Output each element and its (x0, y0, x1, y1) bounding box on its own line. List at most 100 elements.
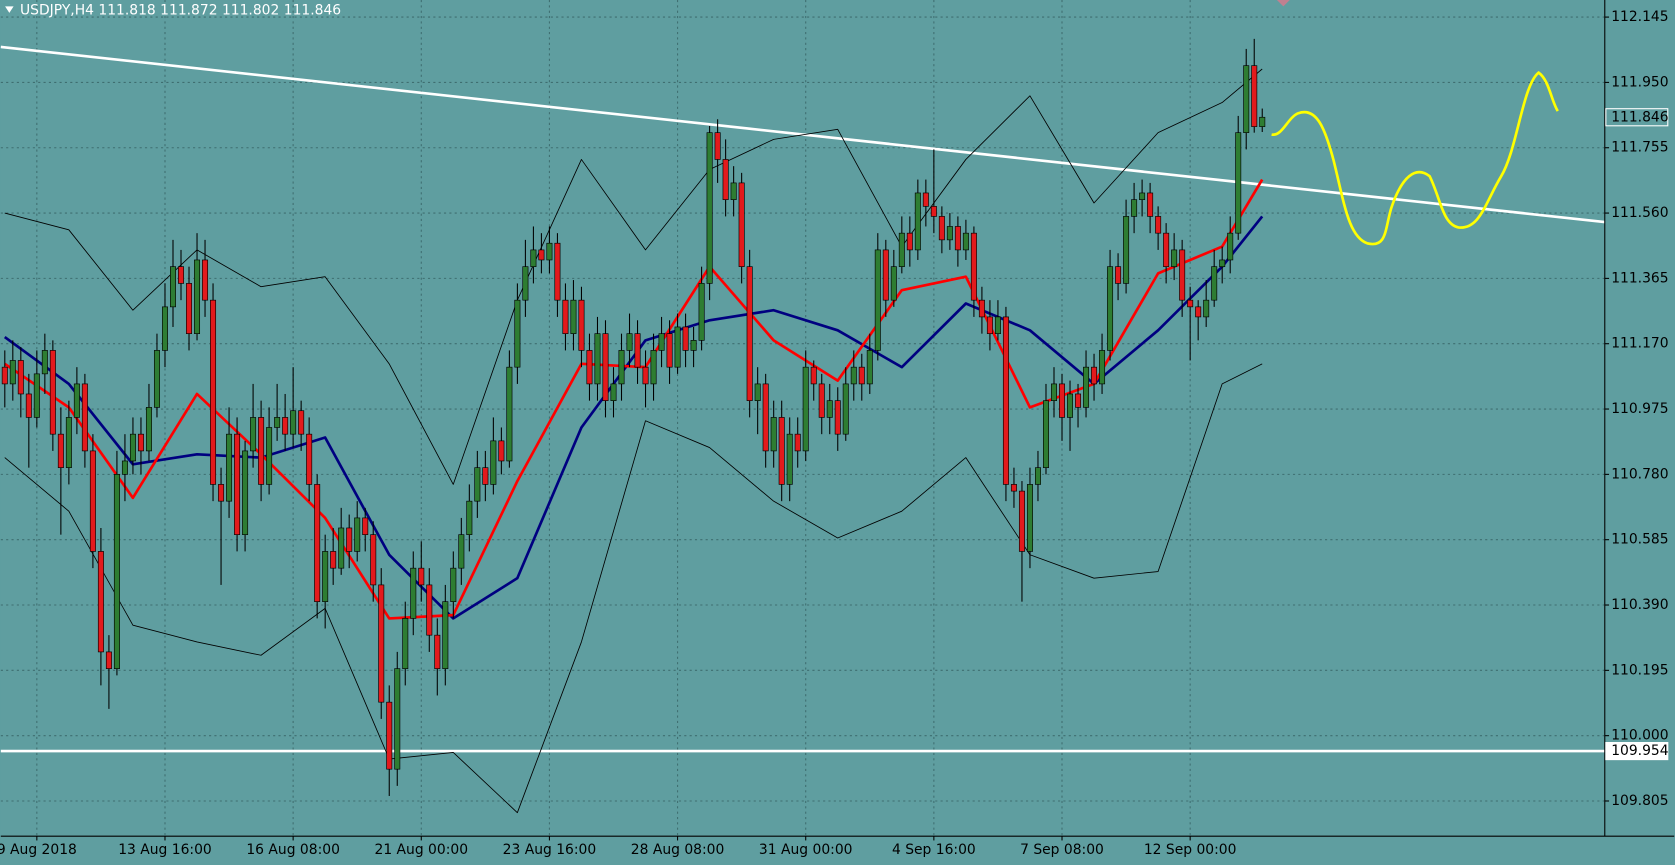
grid (0, 0, 1610, 841)
indicator-line (3, 215, 1264, 620)
candle-body (858, 366, 865, 385)
candle-body (89, 450, 96, 552)
candle-body (690, 340, 697, 351)
candle-body (810, 366, 817, 385)
candle-body (426, 584, 433, 636)
candle-body (1, 366, 8, 385)
candle-body (682, 326, 689, 351)
candle-body (834, 400, 841, 435)
y-tick-label: 110.585 (1611, 532, 1668, 548)
candle-body (1195, 306, 1202, 318)
candle-body (474, 467, 481, 502)
candle-body (466, 500, 473, 535)
x-tick-label: 4 Sep 16:00 (892, 842, 976, 858)
candle-body (170, 266, 176, 308)
candle-body (266, 427, 273, 485)
candle-body (626, 333, 633, 351)
candle-body (1171, 249, 1178, 267)
y-tick-label: 111.755 (1611, 140, 1668, 156)
candle-body (1099, 350, 1106, 385)
candle-body (722, 159, 729, 200)
candle-body (346, 527, 353, 552)
candle-body (1211, 266, 1218, 301)
x-tick-label: 21 Aug 00:00 (374, 842, 468, 858)
candle-body (498, 440, 505, 462)
candle-body (202, 259, 209, 301)
candle-body (57, 433, 64, 468)
candle-body (962, 232, 969, 251)
candle-body (650, 350, 657, 385)
candle-body (786, 433, 793, 485)
y-tick-label: 111.365 (1611, 270, 1668, 286)
candle-body (218, 484, 225, 502)
candle-body (65, 417, 72, 468)
candle-body (338, 527, 345, 569)
y-tick-label: 110.000 (1611, 728, 1668, 744)
candle-body (362, 517, 369, 535)
candle-body (378, 584, 385, 703)
y-tick-label: 111.560 (1611, 205, 1668, 221)
candle-body (129, 433, 136, 462)
candle-body (234, 433, 241, 535)
candle-body (770, 417, 777, 452)
candle-body (178, 266, 184, 284)
candle-body (33, 373, 40, 418)
collapse-icon[interactable] (5, 6, 14, 13)
candle-body (97, 551, 104, 653)
y-tick-label: 110.780 (1611, 466, 1668, 482)
candle-body (762, 383, 769, 452)
candle-body (394, 668, 401, 770)
candle-body (922, 192, 929, 207)
candle-body (1179, 249, 1186, 301)
candle-body (738, 182, 745, 267)
candle-body (538, 249, 545, 261)
candle-body (1059, 383, 1065, 418)
candle-body (274, 417, 281, 428)
candle-body (562, 299, 569, 334)
candle-body (306, 433, 313, 485)
candle-body (866, 350, 873, 385)
candle-body (594, 333, 601, 385)
candle-body (442, 601, 449, 669)
candle-body (666, 333, 673, 368)
candle-body (121, 460, 128, 475)
candle-body (658, 333, 665, 351)
candle-body (1067, 393, 1074, 418)
candle-body (153, 350, 160, 408)
candle-body (370, 534, 377, 586)
candle-body (818, 383, 825, 418)
candle-body (250, 417, 257, 452)
candle-body (290, 410, 297, 435)
candle-body (490, 440, 497, 485)
candle-body (978, 299, 985, 318)
candle-body (1131, 199, 1138, 217)
candle-body (874, 249, 881, 351)
candle-body (1002, 316, 1009, 485)
candle-body (434, 634, 441, 669)
x-tick-label: 31 Aug 00:00 (759, 842, 853, 858)
candle-body (322, 551, 329, 602)
candle-body (41, 350, 48, 375)
candle-body (642, 366, 649, 385)
candle-body (1163, 232, 1170, 267)
current-price-label-box (1605, 108, 1669, 127)
candle-body (1243, 65, 1250, 133)
candle-body (1026, 484, 1033, 552)
candle-body (618, 350, 625, 385)
x-tick-label: 7 Sep 08:00 (1020, 842, 1104, 858)
candle-body (81, 383, 88, 452)
candle-body (674, 326, 681, 368)
chart-title: USDJPY,H4 111.818 111.872 111.802 111.84… (20, 3, 341, 19)
candle-body (994, 316, 1001, 334)
x-tick-label: 23 Aug 16:00 (503, 842, 597, 858)
candle-body (482, 467, 489, 485)
candle-body (890, 266, 897, 301)
candle-body (410, 567, 417, 619)
candle-body (698, 283, 705, 341)
candle-body (906, 232, 913, 251)
candle-body (1091, 366, 1098, 385)
candle-body (1259, 116, 1266, 127)
candle-body (1139, 192, 1146, 200)
candle-body (634, 333, 641, 368)
candle-body (586, 350, 593, 385)
